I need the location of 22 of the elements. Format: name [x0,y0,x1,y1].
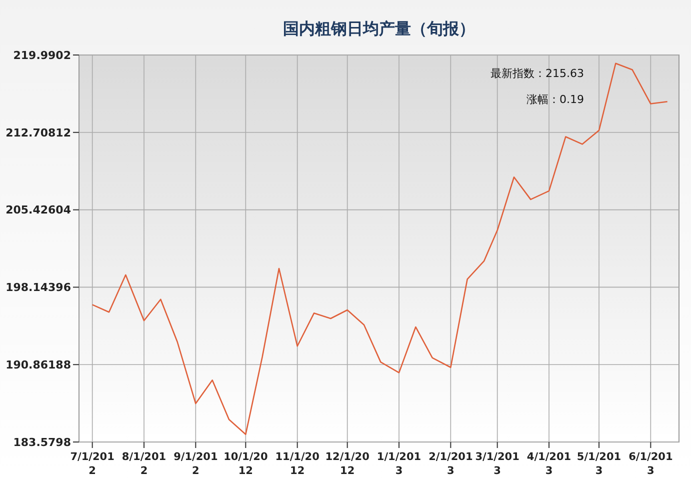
x-tick-label: 7/1/2012 [70,451,114,477]
x-tick-label: 12/1/2012 [325,451,370,477]
x-tick-label: 9/1/2012 [174,451,218,477]
x-tick-label: 11/1/2012 [275,451,320,477]
line-series [92,62,668,435]
y-tick-label: 198.14396 [6,281,72,294]
x-tick-label: 4/1/2013 [526,451,572,477]
y-tick-label: 219.9902 [13,48,71,62]
annotation: 最新指数：215.63 [490,67,584,80]
chart-title: 国内粗钢日均产量（旬报） [283,19,475,38]
x-tick-label: 6/1/2013 [628,451,673,477]
x-tick-label: 5/1/2013 [576,451,622,477]
x-tick-label: 3/1/2013 [475,451,520,477]
x-tick-label: 10/1/2012 [224,451,268,477]
y-tick-label: 190.86188 [6,358,71,372]
y-tick-label: 205.42604 [6,204,72,217]
y-tick-label: 183.5798 [13,436,71,449]
x-tick-label: 1/1/2013 [376,451,422,477]
x-tick-label: 2/1/2013 [428,451,473,477]
annotation: 涨幅：0.19 [526,93,584,106]
x-tick-label: 8/1/2012 [122,451,166,477]
y-tick-label: 212.70812 [6,126,71,140]
